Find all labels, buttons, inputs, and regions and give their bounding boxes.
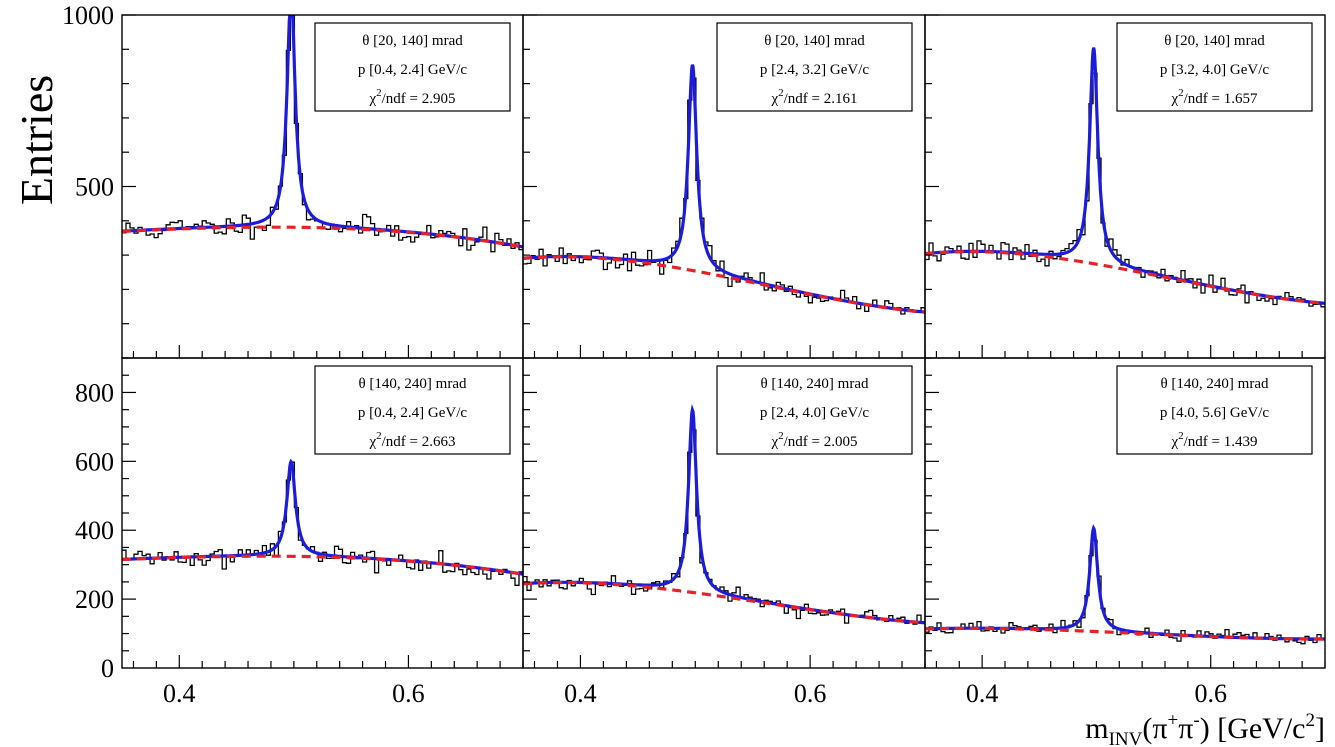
x-ticks: [133, 655, 523, 668]
y-tick-label: 800: [75, 378, 114, 407]
x-tick-label: 0.6: [392, 679, 425, 708]
y-axis-title: Entries: [11, 75, 62, 205]
x-ticks: [936, 655, 1325, 668]
plot-area: [925, 528, 1325, 644]
panel-4: 0.4 0.6 0 200 400 600 800 θ [140, 240] mrad p [0…: [75, 358, 523, 708]
theta-range-label: θ [20, 140] mrad: [764, 33, 865, 49]
plot-area: [122, 462, 523, 586]
y-tick-label: 0: [101, 654, 114, 683]
x-title-sup1: +: [1168, 710, 1179, 731]
y-tick-label: 1000: [62, 1, 114, 30]
x-ticks: [936, 345, 1325, 358]
x-tick-label: 0.6: [1194, 679, 1227, 708]
y-ticks: [925, 358, 939, 651]
x-tick-label: 0.4: [966, 679, 999, 708]
panel-5: 0.4 0.6 θ [140, 240] mrad p [2.4, 4.0] GeV/…: [523, 358, 925, 708]
x-ticks: [534, 655, 925, 668]
momentum-range-label: p [2.4, 3.2] GeV/c: [760, 62, 869, 78]
x-tick-label: 0.4: [163, 679, 196, 708]
momentum-range-label: p [0.4, 2.4] GeV/c: [358, 405, 467, 421]
x-title-sup3: 2: [1306, 710, 1316, 731]
x-title-open: (π: [1142, 712, 1167, 745]
theta-range-label: θ [20, 140] mrad: [1164, 33, 1265, 49]
y-tick-label: 200: [75, 585, 114, 614]
y-tick-label: 400: [75, 516, 114, 545]
x-title-sub: INV: [1109, 729, 1143, 747]
y-tick-label: 500: [75, 173, 114, 202]
x-title-close: ) [GeV/c: [1200, 712, 1306, 745]
momentum-range-label: p [4.0, 5.6] GeV/c: [1160, 405, 1269, 421]
y-tick-label: 600: [75, 447, 114, 476]
histogram: [523, 430, 925, 624]
x-title-main: m: [1085, 712, 1108, 745]
y-ticks: [122, 15, 136, 324]
theta-range-label: θ [20, 140] mrad: [362, 33, 463, 49]
x-ticks: [534, 345, 925, 358]
momentum-range-label: p [3.2, 4.0] GeV/c: [1160, 62, 1269, 78]
y-ticks: [523, 15, 537, 324]
panel-1: 500 1000 θ [20, 140] mrad p [0.4, 2.4] GeV/…: [62, 1, 523, 358]
theta-range-label: θ [140, 240] mrad: [359, 376, 467, 392]
x-title-mid: π: [1178, 712, 1193, 745]
panel-6: 0.4 0.6 θ [140, 240] mrad p [4.0, 5.6] GeV/…: [925, 358, 1325, 708]
y-ticks: [925, 15, 939, 324]
total-fit-curve: [925, 528, 1325, 639]
theta-range-label: θ [140, 240] mrad: [761, 376, 869, 392]
momentum-range-label: p [2.4, 4.0] GeV/c: [760, 405, 869, 421]
theta-range-label: θ [140, 240] mrad: [1161, 376, 1269, 392]
x-tick-label: 0.6: [794, 679, 827, 708]
y-ticks: [122, 358, 136, 651]
x-title-end: ]: [1315, 712, 1325, 745]
x-axis-title: mINV(π+π-) [GeV/c2]: [1085, 710, 1325, 747]
y-ticks: [523, 358, 537, 651]
x-tick-label: 0.4: [564, 679, 597, 708]
histogram: [523, 78, 925, 314]
panels-layer: 500 1000 θ [20, 140] mrad p [0.4, 2.4] GeV/…: [62, 1, 1325, 708]
x-ticks: [133, 345, 523, 358]
momentum-range-label: p [0.4, 2.4] GeV/c: [358, 62, 467, 78]
